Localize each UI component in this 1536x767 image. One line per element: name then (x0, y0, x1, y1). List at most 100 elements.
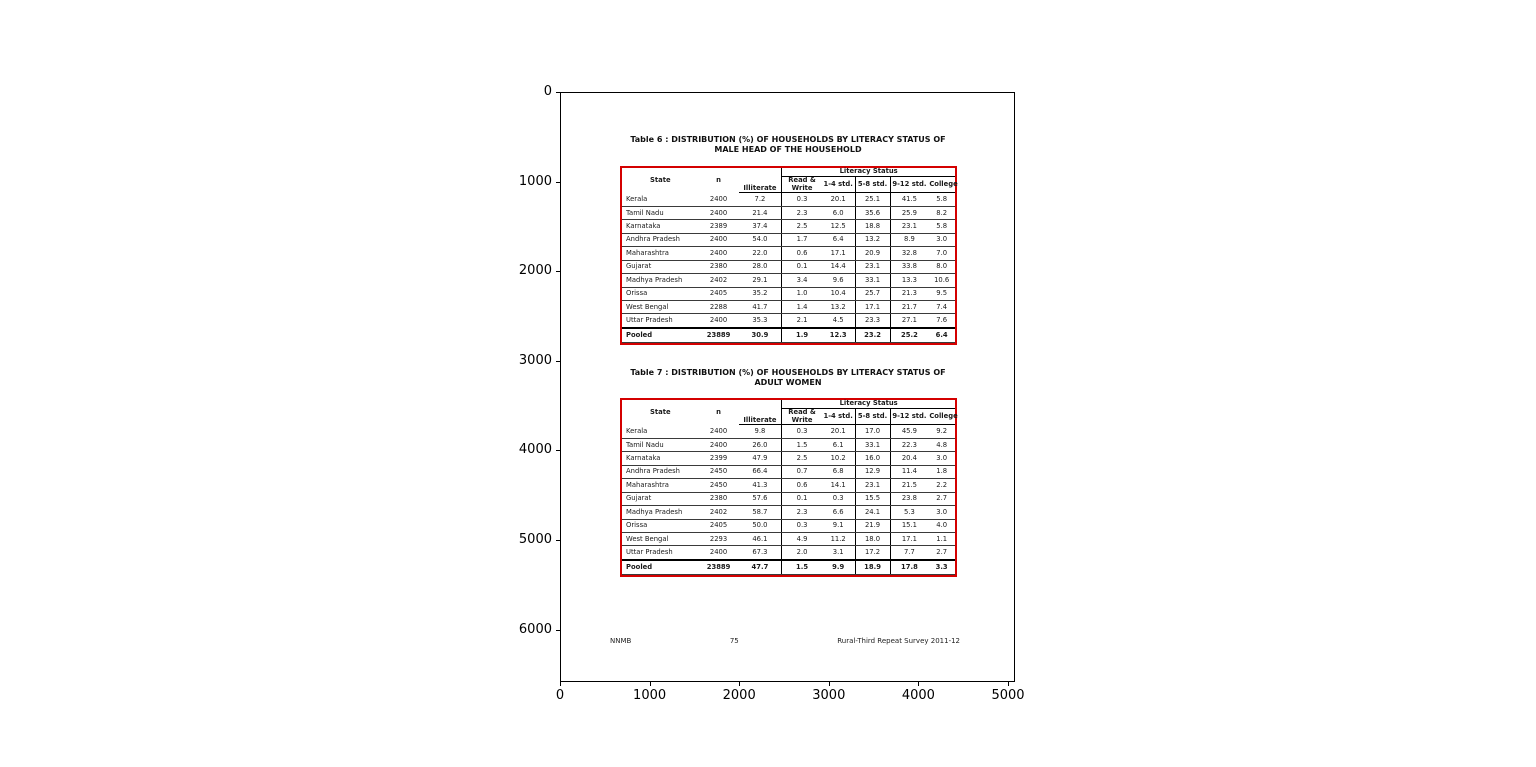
value-cell: 2405 (698, 519, 739, 533)
value-cell: 6.1 (821, 438, 856, 453)
value-cell: 9.9 (821, 559, 856, 576)
state-cell: Tamil Nadu (622, 438, 699, 453)
value-cell: 17.2 (854, 545, 891, 561)
value-cell: 1.0 (781, 287, 822, 301)
value-cell: 67.3 (738, 545, 782, 561)
state-cell: Uttar Pradesh (622, 313, 699, 329)
y-tick-label: 6000 (518, 621, 552, 637)
value-cell: 5.3 (889, 505, 929, 520)
state-cell: Orissa (622, 519, 699, 533)
value-cell: 20.9 (854, 246, 891, 261)
value-cell: 28.0 (738, 260, 782, 275)
value-cell: 18.8 (854, 219, 891, 234)
value-cell: 0.6 (781, 478, 822, 493)
value-cell: 9.8 (738, 424, 782, 439)
value-cell: 0.7 (781, 465, 822, 480)
value-cell: 7.4 (928, 300, 955, 315)
value-cell: 57.6 (738, 492, 782, 507)
table-row: Maharashtra 2400 22.0 0.6 17.1 20.9 32.8 7.0 (622, 246, 955, 261)
value-cell: 2380 (698, 260, 739, 275)
value-cell: 35.3 (738, 313, 782, 329)
table-6: State n Illiterate Literacy Status Read & Wr… (622, 167, 958, 344)
value-cell: 20.1 (821, 424, 856, 439)
value-cell: 8.2 (928, 206, 955, 221)
value-cell: 41.3 (738, 478, 782, 493)
state-cell: Pooled (622, 327, 699, 344)
value-cell: 2402 (698, 505, 739, 520)
state-cell: Orissa (622, 287, 699, 301)
value-cell: 7.0 (928, 246, 955, 261)
value-cell: 0.3 (781, 519, 822, 533)
value-cell: 23889 (698, 327, 739, 344)
column-header: 9-12 std. (889, 176, 929, 194)
value-cell: 3.0 (928, 233, 955, 248)
x-tick-label: 5000 (991, 688, 1025, 703)
value-cell: 0.1 (781, 492, 822, 507)
y-tick-label: 3000 (518, 352, 552, 368)
state-cell: West Bengal (622, 532, 699, 547)
value-cell: 0.1 (781, 260, 822, 275)
value-cell: 18.0 (854, 532, 891, 547)
value-cell: 24.1 (854, 505, 891, 520)
table-row: West Bengal 2288 41.7 1.4 13.2 17.1 21.7 7.4 (622, 300, 955, 315)
column-header: 9-12 std. (889, 408, 929, 426)
table-row: West Bengal 2293 46.1 4.9 11.2 18.0 17.1 1.1 (622, 532, 955, 547)
footer-survey-label: Rural-Third Repeat Survey 2011-12 (837, 637, 960, 645)
y-tick-mark (556, 181, 560, 183)
table-row: Uttar Pradesh 2400 35.3 2.1 4.5 23.3 27.1 7.6 (622, 313, 955, 329)
value-cell: 12.5 (821, 219, 856, 234)
value-cell: 21.9 (854, 519, 891, 533)
value-cell: 1.7 (781, 233, 822, 248)
value-cell: 23.1 (889, 219, 929, 234)
value-cell: 4.9 (781, 532, 822, 547)
state-cell: Madhya Pradesh (622, 273, 699, 288)
table-6-title-line1: Table 6 : DISTRIBUTION (%) OF HOUSEHOLDS… (630, 135, 946, 144)
table-7: State n Illiterate Literacy Status Read & Wr… (622, 399, 958, 576)
value-cell: 41.5 (889, 192, 929, 207)
column-header: n (716, 175, 721, 184)
value-cell: 17.1 (854, 300, 891, 315)
value-cell: 6.0 (821, 206, 856, 221)
x-tick-label: 3000 (812, 688, 846, 703)
value-cell: 33.8 (889, 260, 929, 275)
value-cell: 1.5 (781, 559, 822, 576)
value-cell: 17.1 (821, 246, 856, 261)
value-cell: 23.8 (889, 492, 929, 507)
value-cell: 2.5 (781, 219, 822, 234)
table-header-row: State n Illiterate Literacy Status (622, 167, 955, 194)
column-header: 5-8 std. (854, 408, 891, 426)
value-cell: 2402 (698, 273, 739, 288)
value-cell: 15.5 (854, 492, 891, 507)
value-cell: 26.0 (738, 438, 782, 453)
x-tick-mark (560, 682, 561, 686)
state-cell: Gujarat (622, 260, 699, 275)
value-cell: 25.7 (854, 287, 891, 301)
value-cell: 25.1 (854, 192, 891, 207)
x-tick-label: 4000 (901, 688, 935, 703)
value-cell: 2400 (698, 206, 739, 221)
value-cell: 3.0 (928, 505, 955, 520)
value-cell: 35.2 (738, 287, 782, 301)
x-tick-mark (828, 682, 830, 686)
value-cell: 2450 (698, 478, 739, 493)
value-cell: 2405 (698, 287, 739, 301)
table-row: Tamil Nadu 2400 21.4 2.3 6.0 35.6 25.9 8.2 (622, 206, 955, 221)
value-cell: 4.5 (821, 313, 856, 329)
value-cell: 3.0 (928, 451, 955, 466)
table-7-box: State n Illiterate Literacy Status Read & Wr… (620, 398, 958, 577)
x-tick-label: 2000 (722, 688, 756, 703)
value-cell: 10.6 (928, 273, 955, 288)
state-cell: West Bengal (622, 300, 699, 315)
state-cell: Andhra Pradesh (622, 233, 699, 248)
value-cell: 2.3 (781, 206, 822, 221)
value-cell: 3.1 (821, 545, 856, 561)
value-cell: 25.2 (889, 327, 929, 344)
table-6-box: State n Illiterate Literacy Status Read & Wr… (620, 166, 958, 345)
value-cell: 2288 (698, 300, 739, 315)
value-cell: 33.1 (854, 438, 891, 453)
value-cell: 6.4 (821, 233, 856, 248)
value-cell: 30.9 (738, 327, 782, 344)
value-cell: 6.8 (821, 465, 856, 480)
value-cell: 0.3 (781, 424, 822, 439)
y-tick-mark (556, 540, 560, 541)
